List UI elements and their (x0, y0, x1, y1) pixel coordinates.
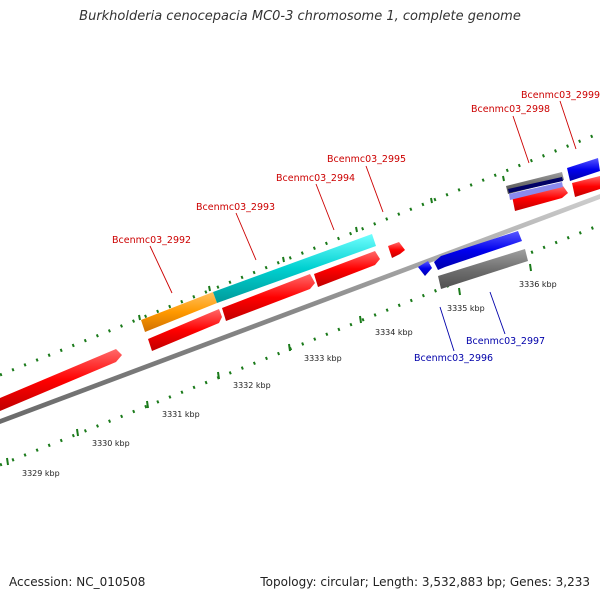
genome-summary-text: Topology: circular; Length: 3,532,883 bp… (260, 575, 590, 589)
gene-arrow-2996 (418, 261, 432, 276)
tick-3330 (76, 428, 79, 437)
feature-blue-2999 (567, 158, 600, 181)
scale-label: 3329 kbp (22, 469, 60, 478)
gene-label-2999: Bcenmc03_2999 (521, 90, 600, 101)
scale-label: 3335 kbp (447, 304, 485, 313)
feature-navy-2998 (508, 177, 563, 193)
scale-label: 3331 kbp (162, 410, 200, 419)
feature-cyan (213, 234, 376, 303)
feature-grey-2997 (438, 249, 528, 289)
tick-3331 (146, 400, 149, 409)
forward-genes (0, 176, 600, 411)
tick-3336 (529, 263, 532, 272)
scale-label: 3334 kbp (375, 328, 413, 337)
reverse-genes (418, 231, 528, 289)
gene-arrow-2995 (388, 242, 405, 258)
outer-major-ticks (138, 175, 505, 321)
genome-backbone (0, 194, 600, 424)
accession-text: Accession: NC_010508 (9, 575, 146, 589)
tick-3329 (6, 457, 9, 466)
map-title: Burkholderia cenocepacia MC0-3 chromosom… (79, 9, 521, 24)
gene-labels: Bcenmc03_2992 Bcenmc03_2993 Bcenmc03_299… (112, 90, 600, 364)
tick-3332 (217, 371, 220, 380)
gene-arrow-2993 (222, 274, 315, 321)
gene-arrow-left-fwd (0, 349, 122, 411)
gene-label-2996: Bcenmc03_2996 (414, 353, 493, 364)
gene-label-2997: Bcenmc03_2997 (466, 336, 545, 347)
gene-label-2998: Bcenmc03_2998 (471, 104, 550, 115)
tick-3335 (458, 287, 461, 296)
feature-lilac-2998 (509, 182, 563, 200)
gene-label-2995: Bcenmc03_2995 (327, 154, 406, 165)
gene-arrow-2992 (148, 309, 222, 351)
scale-label: 3330 kbp (92, 439, 130, 448)
gene-arrow-2999 (572, 176, 600, 197)
gene-arrow-2998 (512, 186, 568, 211)
scale-label: 3333 kbp (304, 354, 342, 363)
tick-3334 (359, 315, 362, 324)
gene-label-2992: Bcenmc03_2992 (112, 235, 191, 246)
gene-arrow-2997 (434, 231, 522, 270)
gene-label-2993: Bcenmc03_2993 (196, 202, 275, 213)
tick-3333 (288, 343, 291, 352)
feature-orange (141, 292, 217, 332)
scale-label: 3332 kbp (233, 381, 271, 390)
feature-bars (141, 158, 600, 332)
scale-label: 3336 kbp (519, 280, 557, 289)
scale-labels: 3329 kbp 3330 kbp 3331 kbp 3332 kbp 3333… (22, 280, 557, 478)
label-leaders (149, 100, 577, 352)
scale-major-ticks (6, 263, 532, 466)
gene-label-2994: Bcenmc03_2994 (276, 173, 355, 184)
gene-arrow-2994 (314, 251, 380, 287)
